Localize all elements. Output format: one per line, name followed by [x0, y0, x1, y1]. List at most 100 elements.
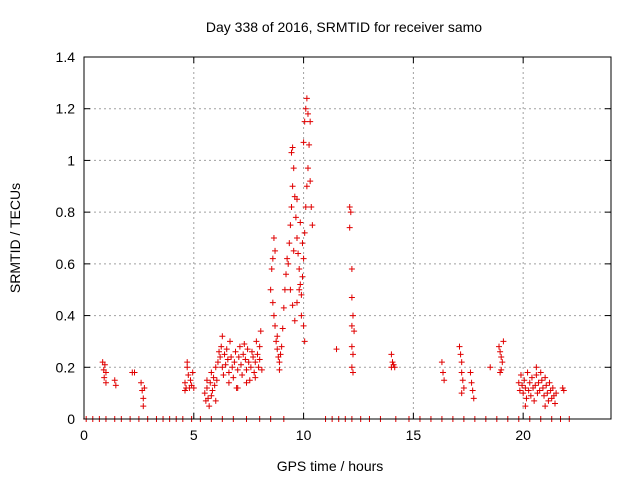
data-point: [291, 317, 298, 324]
data-point: [184, 364, 191, 371]
data-point: [246, 377, 253, 384]
data-point: [301, 118, 308, 125]
data-point: [232, 348, 239, 355]
data-point: [524, 369, 531, 376]
data-point: [542, 374, 549, 381]
data-point: [218, 343, 225, 350]
data-point: [441, 377, 448, 384]
data-point: [288, 149, 295, 156]
data-point: [349, 369, 356, 376]
data-point: [289, 302, 296, 309]
data-point: [230, 374, 237, 381]
data-point: [182, 379, 189, 386]
data-point: [348, 364, 355, 371]
data-point: [222, 361, 229, 368]
data-point: [552, 400, 559, 407]
data-point: [227, 338, 234, 345]
data-point: [102, 379, 109, 386]
data-point: [140, 395, 147, 402]
data-points: [83, 95, 573, 422]
x-tick-label: 5: [190, 427, 198, 443]
data-point: [217, 353, 224, 360]
data-point: [469, 387, 476, 394]
data-point: [388, 364, 395, 371]
data-point: [458, 390, 465, 397]
data-point: [348, 322, 355, 329]
data-point: [542, 403, 549, 410]
data-point: [347, 209, 354, 216]
data-point: [515, 379, 522, 386]
data-point: [348, 294, 355, 301]
data-point: [252, 374, 259, 381]
data-point: [235, 353, 242, 360]
data-point: [498, 366, 505, 373]
data-point: [220, 372, 227, 379]
data-point: [526, 379, 533, 386]
data-point: [273, 338, 280, 345]
data-point: [496, 343, 503, 350]
data-point: [527, 392, 534, 399]
data-point: [522, 384, 529, 391]
data-point: [459, 377, 466, 384]
data-point: [277, 351, 284, 358]
data-point: [348, 266, 355, 273]
data-point: [302, 203, 309, 210]
data-point: [203, 377, 210, 384]
data-point: [296, 286, 303, 293]
data-point: [267, 286, 274, 293]
plot-frame: [83, 56, 612, 420]
data-point: [279, 325, 286, 332]
data-point: [245, 359, 252, 366]
data-point: [272, 322, 279, 329]
data-point: [348, 343, 355, 350]
data-point: [535, 379, 542, 386]
data-point: [256, 343, 263, 350]
data-point: [256, 356, 263, 363]
y-tick-label: 0.8: [56, 204, 76, 220]
data-point: [240, 351, 247, 358]
data-point: [309, 222, 316, 229]
data-point: [470, 395, 477, 402]
data-point: [247, 364, 254, 371]
data-point: [102, 369, 109, 376]
data-point: [212, 364, 219, 371]
data-point: [184, 359, 191, 366]
data-point: [213, 377, 220, 384]
data-point: [219, 364, 226, 371]
data-point: [248, 348, 255, 355]
data-point: [112, 382, 119, 389]
data-point: [525, 387, 532, 394]
data-point: [467, 369, 474, 376]
x-tick-label: 15: [406, 427, 422, 443]
data-point: [289, 183, 296, 190]
data-point: [553, 390, 560, 397]
data-point: [293, 235, 300, 241]
data-point: [286, 240, 293, 247]
data-point: [187, 377, 194, 384]
data-point: [131, 369, 138, 376]
data-point: [516, 387, 523, 394]
data-point: [138, 379, 145, 386]
data-point: [201, 390, 208, 397]
data-point: [458, 369, 465, 376]
data-point: [517, 372, 524, 379]
y-tick-label: 0.2: [56, 359, 76, 375]
data-point: [287, 222, 294, 229]
data-point: [306, 141, 313, 148]
data-point: [349, 312, 356, 319]
data-point: [274, 346, 281, 353]
x-tick-label: 0: [80, 427, 88, 443]
data-point: [236, 343, 243, 350]
data-point: [289, 144, 296, 151]
data-point: [208, 392, 215, 399]
data-point: [243, 379, 250, 386]
axis-ticks: 0 5 10 15 20 0 0.2 0.4 0.6 0.8 1 1.2 1.4: [56, 49, 611, 443]
data-point: [251, 369, 258, 376]
data-point: [497, 348, 504, 355]
data-point: [272, 247, 279, 254]
data-point: [298, 291, 305, 298]
data-point: [549, 384, 556, 391]
data-point: [206, 403, 213, 410]
data-point: [276, 366, 283, 373]
data-point: [533, 364, 540, 371]
